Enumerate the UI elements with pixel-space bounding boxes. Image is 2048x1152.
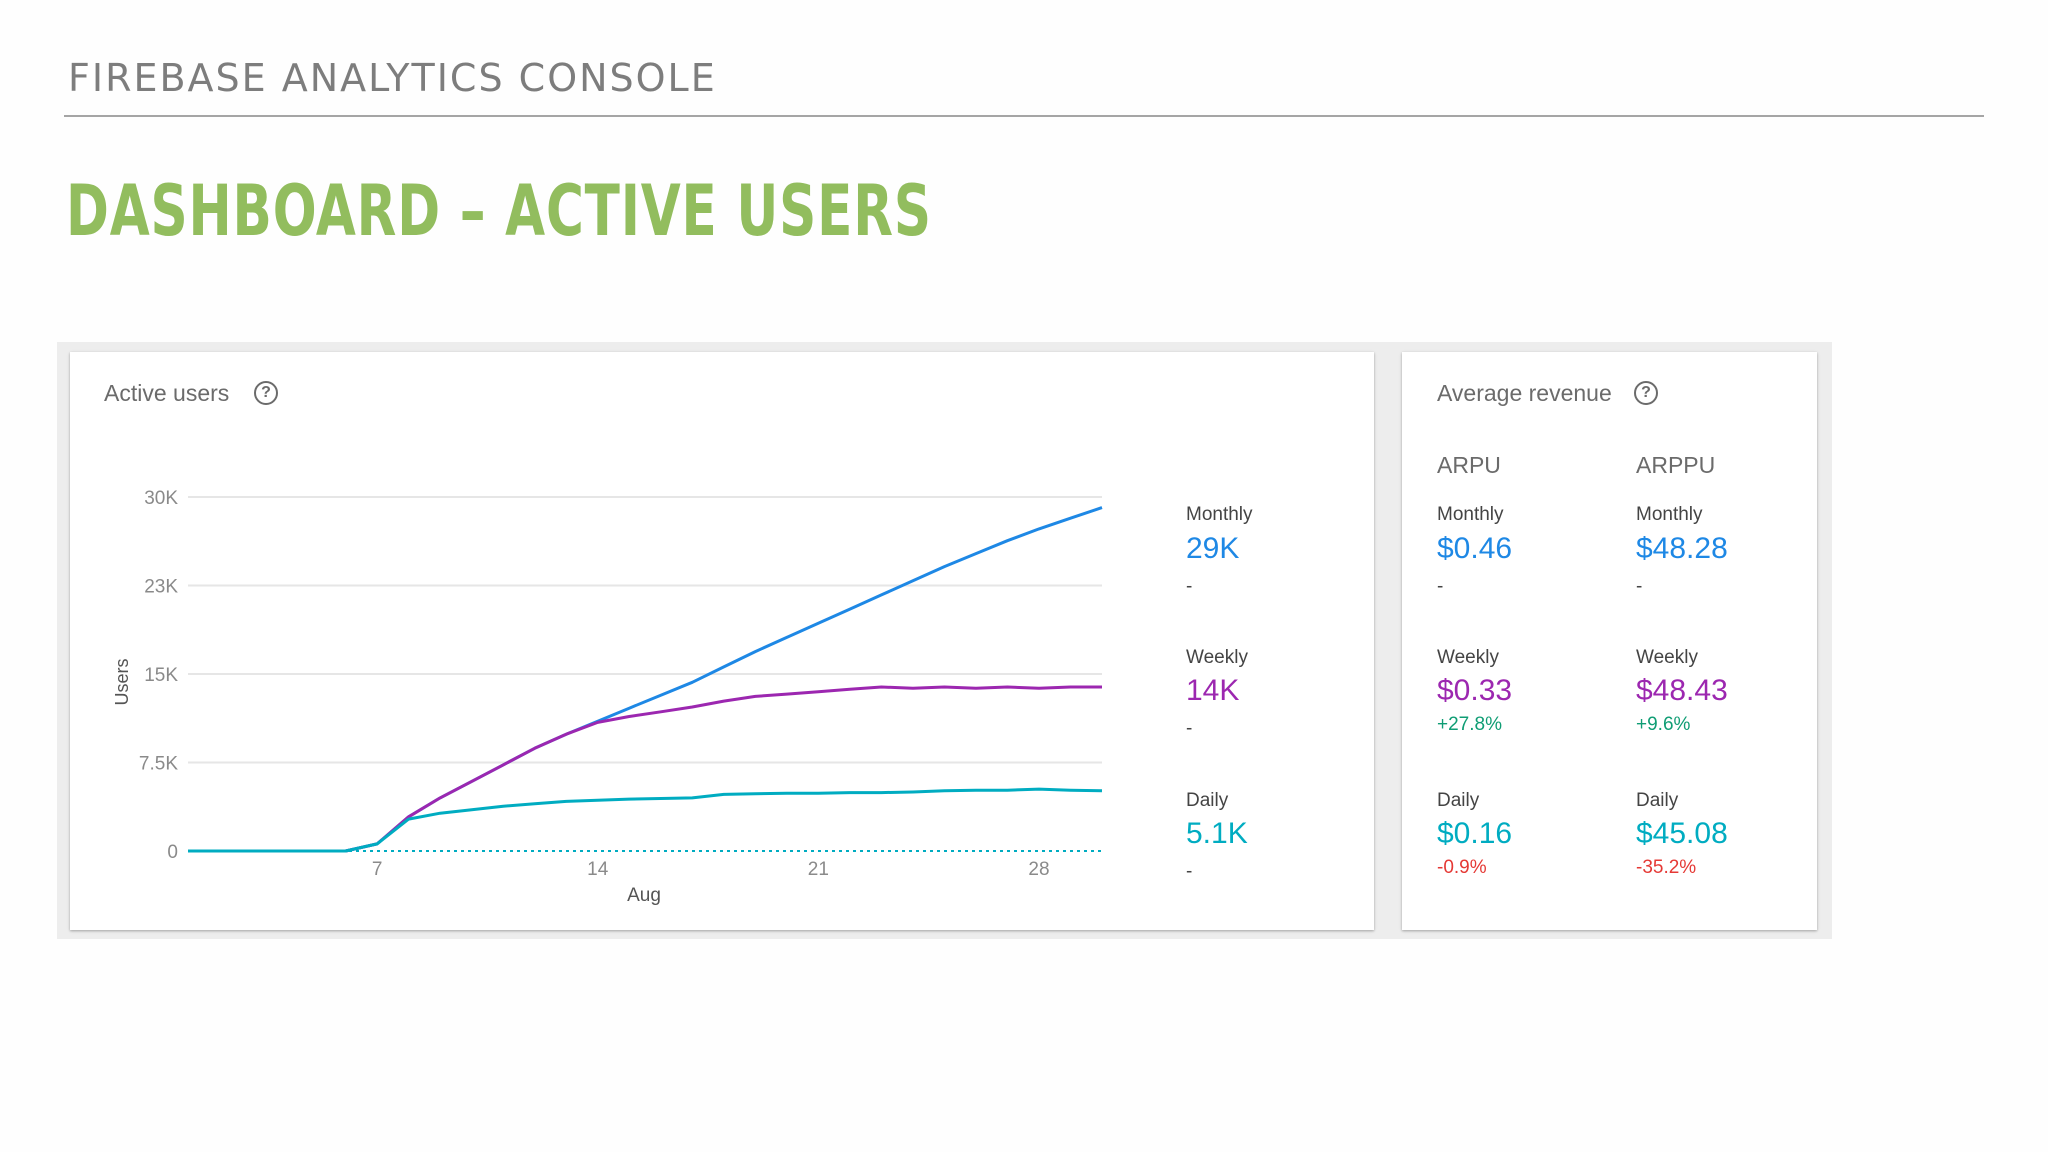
arppu-value-daily: $45.08: [1636, 817, 1728, 850]
legend-label-monthly: Monthly: [1186, 504, 1253, 525]
x-axis-label: Aug: [627, 885, 661, 906]
active-users-title: Active users: [104, 380, 230, 406]
arppu-change-weekly: +9.6%: [1636, 714, 1691, 735]
arppu-heading: ARPPU: [1636, 452, 1716, 478]
legend-label-weekly: Weekly: [1186, 647, 1248, 668]
legend-change-daily: -: [1186, 861, 1193, 882]
x-tick-label: 21: [808, 859, 829, 880]
arppu-label-weekly: Weekly: [1636, 647, 1698, 668]
y-tick-label: 15K: [144, 665, 178, 686]
series-line-daily: [188, 787, 1103, 853]
slide-kicker: FIREBASE ANALYTICS CONSOLE: [68, 56, 717, 100]
help-circle-icon[interactable]: ?: [1634, 381, 1658, 405]
legend-value-monthly: 29K: [1186, 532, 1240, 565]
arpu-change-monthly: -: [1437, 576, 1444, 597]
y-tick-label: 0: [167, 842, 178, 863]
arppu-change-monthly: -: [1636, 576, 1643, 597]
arppu-value-monthly: $48.28: [1636, 532, 1728, 565]
arppu-value-weekly: $48.43: [1636, 674, 1728, 707]
y-tick-label: 7.5K: [139, 754, 178, 775]
help-circle-icon[interactable]: ?: [254, 381, 278, 405]
legend-change-weekly: -: [1186, 718, 1193, 739]
series-line-weekly: [188, 685, 1102, 853]
arpu-change-daily: -0.9%: [1437, 857, 1487, 878]
arpu-label-daily: Daily: [1437, 790, 1480, 811]
arpu-heading: ARPU: [1437, 452, 1501, 478]
arppu-label-daily: Daily: [1636, 790, 1679, 811]
average-revenue-card: Average revenue ? ARPU Monthly $0.46 - W…: [1402, 352, 1817, 930]
active-users-card: Active users ? 0 7.5K 15K 23K 30K 7 14 21 28 Aug U…: [70, 352, 1374, 930]
y-axis-label: Users: [112, 658, 132, 705]
arpu-change-weekly: +27.8%: [1437, 714, 1502, 735]
legend-label-daily: Daily: [1186, 790, 1229, 811]
arpu-value-monthly: $0.46: [1437, 532, 1513, 565]
x-tick-label: 14: [587, 859, 609, 880]
x-tick-label: 7: [372, 859, 383, 880]
arppu-change-daily: -35.2%: [1636, 857, 1697, 878]
y-tick-label: 30K: [144, 488, 178, 509]
x-tick-label: 28: [1028, 859, 1049, 880]
arpu-label-weekly: Weekly: [1437, 647, 1499, 668]
legend-value-daily: 5.1K: [1186, 817, 1248, 850]
header-divider: [64, 115, 1984, 117]
slide-title: DASHBOARD – ACTIVE USERS: [66, 170, 932, 252]
arpu-value-daily: $0.16: [1437, 817, 1513, 850]
arpu-value-weekly: $0.33: [1437, 674, 1513, 707]
average-revenue-title: Average revenue: [1437, 380, 1612, 406]
y-tick-label: 23K: [144, 577, 178, 598]
legend-value-weekly: 14K: [1186, 674, 1240, 707]
arppu-label-monthly: Monthly: [1636, 504, 1703, 525]
arpu-label-monthly: Monthly: [1437, 504, 1504, 525]
active-users-chart: 0 7.5K 15K 23K 30K 7 14 21 28 Aug Users: [112, 488, 1103, 906]
legend-change-monthly: -: [1186, 576, 1193, 597]
